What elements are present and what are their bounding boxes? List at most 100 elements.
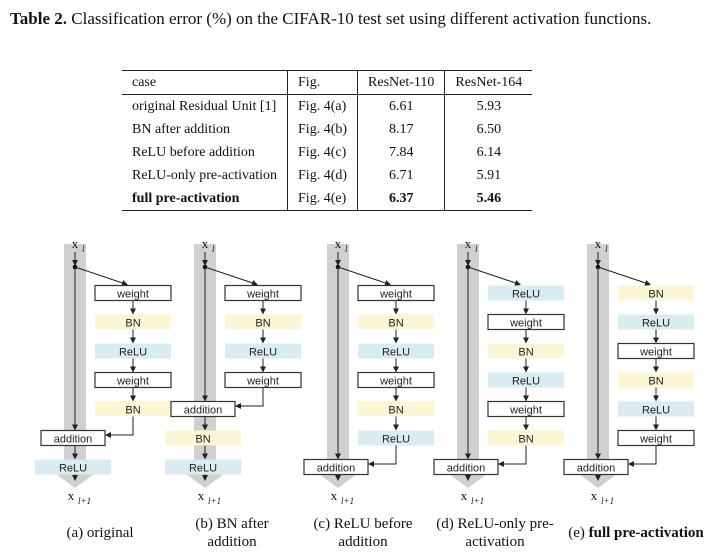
input-sub-label: l xyxy=(82,244,85,254)
branch-bn-box xyxy=(618,285,694,301)
shortcut-head xyxy=(319,474,357,488)
output-sub-label: l+1 xyxy=(208,496,221,506)
output-sub-label: l+1 xyxy=(601,496,614,506)
output-x-label: x xyxy=(591,488,598,503)
branch-out-arrow xyxy=(628,445,657,467)
caption-e: (e) full pre-activation xyxy=(556,524,716,542)
branch-bn-label: BN xyxy=(125,318,140,330)
caption-label: Table 2. xyxy=(10,9,68,28)
branch-out-arrow xyxy=(235,387,264,409)
branch-bn-box xyxy=(488,430,564,446)
output-sub-label: l+1 xyxy=(78,496,91,506)
branch-relu-box xyxy=(488,372,564,388)
cell-fig: Fig. 4(d) xyxy=(287,164,358,187)
branch-relu-label: ReLU xyxy=(642,405,670,417)
branch-weight-label: weight xyxy=(246,376,279,388)
branch-relu-box xyxy=(358,343,434,359)
cell-resnet110: 6.71 xyxy=(357,164,445,187)
branch-bn-box xyxy=(225,314,301,330)
addition-label: addition xyxy=(54,434,93,446)
caption-b-text: (b) BN after addition xyxy=(195,516,269,550)
input-x-label: x xyxy=(202,236,209,251)
header-fig: Fig. xyxy=(287,70,358,95)
cell-resnet110: 6.61 xyxy=(357,94,445,118)
table-row: ReLU-only pre-activation Fig. 4(d) 6.71 … xyxy=(122,164,533,187)
cell-case: BN after addition xyxy=(132,121,230,137)
table-row: BN after addition Fig. 4(b) 8.17 6.50 xyxy=(122,118,533,141)
branch-relu-label: ReLU xyxy=(642,318,670,330)
branch-out-arrow xyxy=(368,445,397,467)
branch-bn-label: BN xyxy=(388,405,403,417)
caption-a: (a) original xyxy=(50,524,150,542)
branch-relu-label: ReLU xyxy=(382,434,410,446)
branch-out-arrow xyxy=(498,445,527,467)
cell-resnet164: 6.50 xyxy=(444,118,533,141)
branch-relu-box xyxy=(618,401,694,417)
addition-box xyxy=(563,458,629,476)
cell-case: original Residual Unit [1] xyxy=(132,98,277,114)
branch-bn-label: BN xyxy=(648,289,663,301)
branch-weight-label: weight xyxy=(509,405,542,417)
branch-in-arrow xyxy=(337,266,391,286)
branch-weight-label: weight xyxy=(639,347,672,359)
cell-resnet164: 5.93 xyxy=(444,94,533,118)
caption-d-text: (d) ReLU-only pre-activation xyxy=(436,516,554,550)
cell-resnet110: 7.84 xyxy=(357,141,445,164)
table-header-row: case Fig. ResNet-110 ResNet-164 xyxy=(122,70,533,95)
input-x-label: x xyxy=(465,236,472,251)
branch-bn-label: BN xyxy=(648,376,663,388)
branch-relu-label: ReLU xyxy=(512,376,540,388)
branch-bn-label: BN xyxy=(255,318,270,330)
cell-case: full pre-activation xyxy=(132,190,240,206)
branch-bn-box xyxy=(358,401,434,417)
shortcut-head xyxy=(186,474,224,488)
branch-in-arrow xyxy=(74,266,128,286)
addition-box xyxy=(170,400,236,418)
branch-in-arrow xyxy=(597,266,651,286)
branch-bn-box xyxy=(488,343,564,359)
branch-bn-box xyxy=(618,372,694,388)
input-x-label: x xyxy=(595,236,602,251)
branch-bn-label: BN xyxy=(518,434,533,446)
caption-c: (c) ReLU before addition xyxy=(306,515,420,551)
addition-label: addition xyxy=(447,463,486,475)
input-sub-label: l xyxy=(345,244,348,254)
caption-b: (b) BN after addition xyxy=(182,515,282,551)
cell-case: ReLU before addition xyxy=(132,144,255,160)
caption-c-text: (c) ReLU before addition xyxy=(313,516,413,550)
branch-weight-label: weight xyxy=(246,289,279,301)
branch-weight-label: weight xyxy=(379,289,412,301)
branch-bn-box xyxy=(95,314,171,330)
post-bn-box xyxy=(165,430,241,446)
addition-label: addition xyxy=(184,405,223,417)
addition-box xyxy=(40,429,106,447)
input-sub-label: l xyxy=(475,244,478,254)
input-sub-label: l xyxy=(212,244,215,254)
branch-relu-label: ReLU xyxy=(512,289,540,301)
table-row-best: full pre-activation Fig. 4(e) 6.37 5.46 xyxy=(122,187,533,211)
caption-a-text: (a) original xyxy=(66,525,134,541)
branch-bn-label: BN xyxy=(388,318,403,330)
output-sub-label: l+1 xyxy=(341,496,354,506)
output-x-label: x xyxy=(68,488,75,503)
post-relu-label: ReLU xyxy=(59,463,87,475)
branch-weight-label: weight xyxy=(116,289,149,301)
post-relu-box xyxy=(165,459,241,475)
addition-box xyxy=(433,458,499,476)
caption-e-bold: full pre-activation xyxy=(588,525,704,541)
branch-relu-label: ReLU xyxy=(382,347,410,359)
branch-weight-label: weight xyxy=(639,434,672,446)
post-relu-box xyxy=(35,459,111,475)
shortcut-head xyxy=(449,474,487,488)
branch-in-arrow xyxy=(204,266,258,286)
addition-box xyxy=(303,458,369,476)
branch-bn-label: BN xyxy=(125,405,140,417)
post-relu-label: ReLU xyxy=(189,463,217,475)
branch-relu-box xyxy=(95,343,171,359)
header-resnet110: ResNet-110 xyxy=(357,70,445,95)
caption-d: (d) ReLU-only pre-activation xyxy=(436,515,554,551)
branch-relu-label: ReLU xyxy=(119,347,147,359)
branch-relu-label: ReLU xyxy=(249,347,277,359)
cell-fig: Fig. 4(c) xyxy=(287,141,358,164)
